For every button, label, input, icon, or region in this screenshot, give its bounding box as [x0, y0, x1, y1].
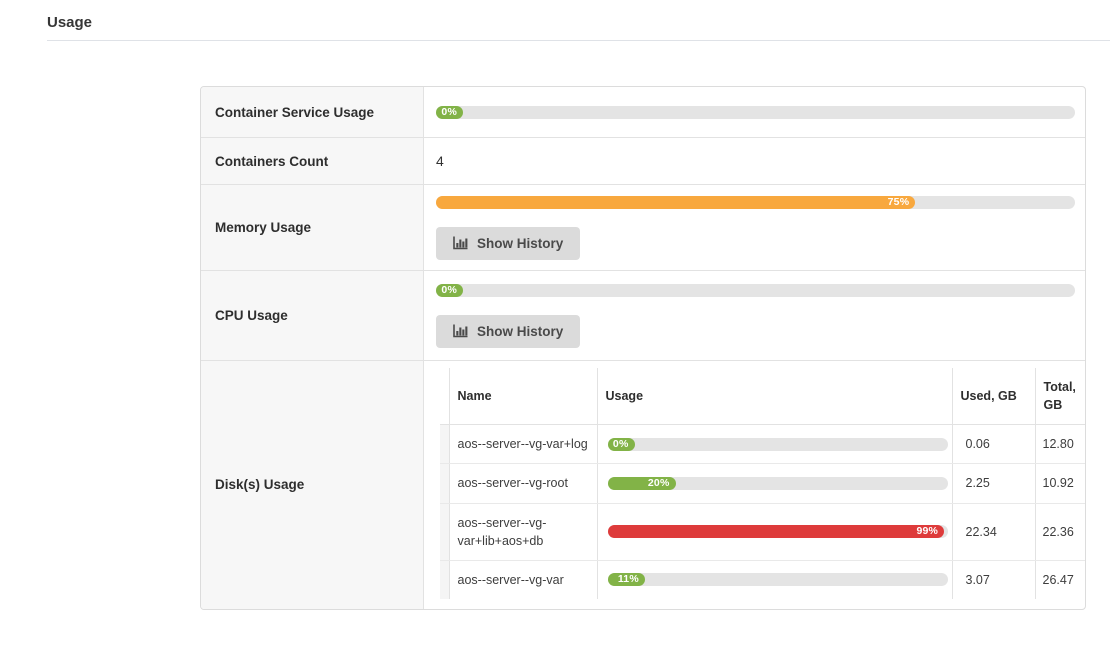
disk-name: aos--server--vg-var — [449, 560, 597, 599]
progress-percent-label: 11% — [618, 572, 639, 587]
progress-percent-label: 75% — [888, 196, 910, 208]
column-header-name: Name — [449, 368, 597, 425]
progress-percent-label: 0% — [613, 437, 629, 452]
memory-show-history-button[interactable]: Show History — [436, 227, 580, 260]
cpu-show-history-button[interactable]: Show History — [436, 315, 580, 348]
row-label: CPU Usage — [201, 271, 424, 360]
disk-name: aos--server--vg-var+lib+aos+db — [449, 503, 597, 560]
disk-used-gb: 3.07 — [952, 560, 1035, 599]
memory-usage-bar: 75% — [436, 196, 1075, 209]
row-containers-count: Containers Count 4 — [201, 138, 1085, 185]
page-title: Usage — [0, 0, 1117, 40]
disk-row: aos--server--vg-var+lib+aos+db 99% 22.34… — [440, 503, 1085, 560]
disk-usage-bar: 99% — [608, 525, 948, 538]
row-label: Container Service Usage — [201, 87, 424, 137]
bar-chart-icon — [453, 324, 468, 338]
disk-total-gb: 26.47 — [1035, 560, 1085, 599]
disk-name: aos--server--vg-var+log — [449, 425, 597, 464]
button-label: Show History — [477, 324, 563, 339]
disk-row: aos--server--vg-var 11% 3.07 26.47 — [440, 560, 1085, 599]
button-label: Show History — [477, 236, 563, 251]
containers-count-value: 4 — [424, 138, 1085, 184]
disk-name: aos--server--vg-root — [449, 464, 597, 503]
cpu-usage-bar: 0% — [436, 284, 1075, 297]
progress-percent-label: 0% — [441, 284, 457, 296]
usage-panel: Container Service Usage 0% Containers Co… — [200, 86, 1086, 610]
row-container-service-usage: Container Service Usage 0% — [201, 87, 1085, 138]
row-label: Disk(s) Usage — [201, 361, 424, 609]
header-strip — [440, 368, 449, 425]
column-header-usage: Usage — [597, 368, 952, 425]
row-label: Containers Count — [201, 138, 424, 184]
disk-table-header-row: Name Usage Used, GB Total, GB — [440, 368, 1085, 425]
row-cpu-usage: CPU Usage 0% Show History — [201, 271, 1085, 361]
progress-percent-label: 0% — [441, 106, 457, 118]
progress-percent-label: 20% — [648, 476, 670, 491]
disk-row: aos--server--vg-root 20% 2.25 10.92 — [440, 464, 1085, 503]
disk-total-gb: 22.36 — [1035, 503, 1085, 560]
title-divider — [47, 40, 1110, 41]
column-header-total: Total, GB — [1035, 368, 1085, 425]
disk-used-gb: 0.06 — [952, 425, 1035, 464]
row-label: Memory Usage — [201, 185, 424, 270]
column-header-used: Used, GB — [952, 368, 1035, 425]
bar-chart-icon — [453, 236, 468, 250]
row-memory-usage: Memory Usage 75% Show History — [201, 185, 1085, 271]
container-service-usage-bar: 0% — [436, 106, 1075, 119]
disk-usage-table: Name Usage Used, GB Total, GB aos--serve… — [440, 368, 1085, 599]
progress-percent-label: 99% — [916, 524, 938, 539]
disk-usage-bar: 20% — [608, 477, 948, 490]
row-disks-usage: Disk(s) Usage Name Usage Used, GB Total,… — [201, 361, 1085, 609]
disk-total-gb: 12.80 — [1035, 425, 1085, 464]
disk-usage-bar: 11% — [608, 573, 948, 586]
disk-usage-bar: 0% — [608, 438, 948, 451]
disk-used-gb: 2.25 — [952, 464, 1035, 503]
disk-total-gb: 10.92 — [1035, 464, 1085, 503]
disk-row: aos--server--vg-var+log 0% 0.06 12.80 — [440, 425, 1085, 464]
disk-used-gb: 22.34 — [952, 503, 1035, 560]
